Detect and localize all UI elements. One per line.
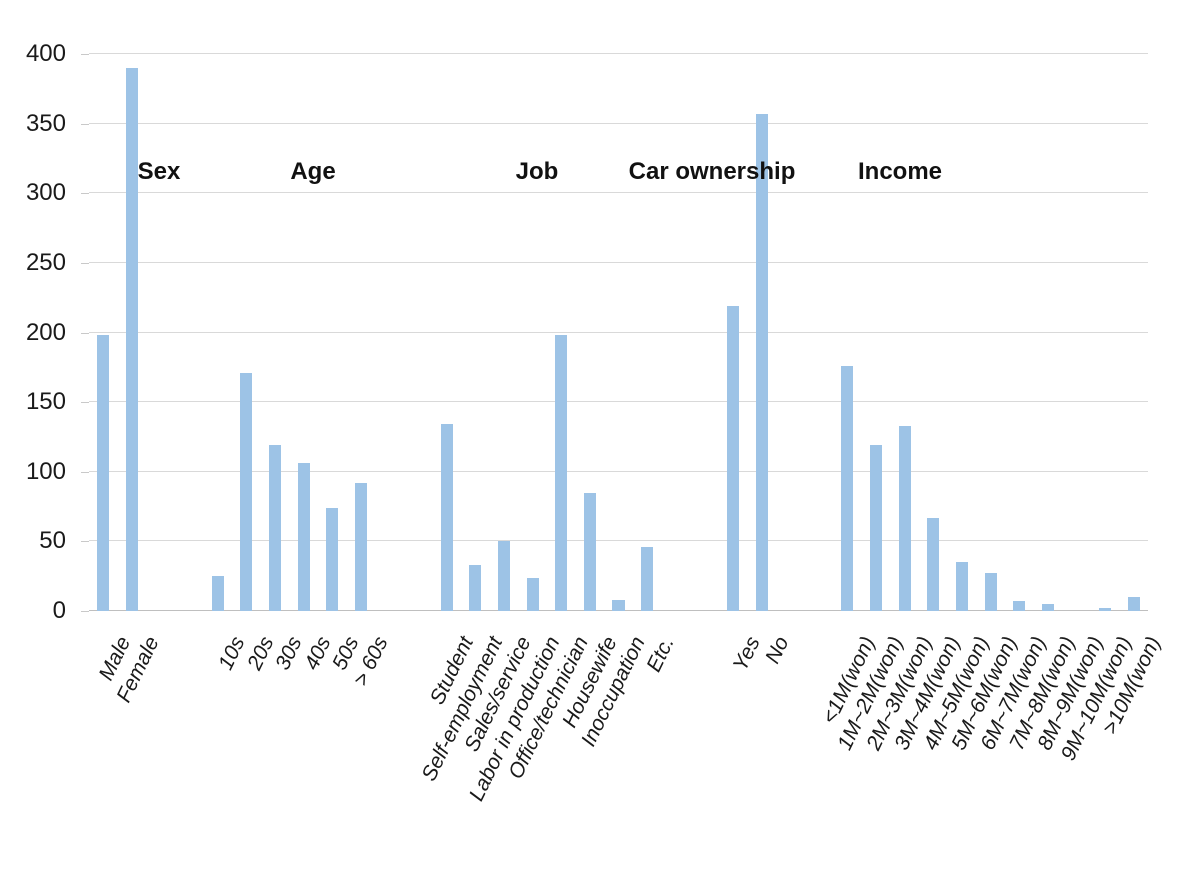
- bar-10s: [211, 576, 224, 611]
- bar-no: [755, 113, 768, 611]
- bar-etc-: [641, 546, 654, 611]
- bar-office-technician: [555, 335, 568, 611]
- bar-6m-7m-won-: [1013, 601, 1026, 611]
- y-axis-tick-label: 100: [25, 457, 66, 485]
- gridline-350: [89, 122, 1148, 124]
- y-axis-tick-mark: [81, 402, 89, 404]
- y-axis-tick-mark: [81, 611, 89, 612]
- bar-housewife: [583, 492, 596, 611]
- y-axis-tick-mark: [81, 541, 89, 543]
- x-axis-label: 10s: [213, 633, 250, 674]
- y-axis-tick-label: 150: [25, 388, 66, 416]
- x-axis-label: 30s: [271, 633, 307, 674]
- bar--10m-won-: [1127, 597, 1140, 611]
- bar-7m-8m-won-: [1041, 604, 1054, 611]
- bar-self-employment: [469, 565, 482, 611]
- x-axis-label: 20s: [242, 633, 279, 674]
- x-axis-label: Etc.: [642, 633, 679, 676]
- bar-50s: [326, 507, 339, 611]
- y-axis-tick-mark: [81, 471, 89, 473]
- bar-4m-5m-won-: [955, 562, 968, 611]
- y-axis-tick-mark: [81, 332, 89, 334]
- bar-5m-6m-won-: [984, 573, 997, 611]
- bar-2m-3m-won-: [898, 425, 911, 611]
- bar-3m-4m-won-: [927, 517, 940, 611]
- bar-40s: [297, 463, 310, 611]
- plot-area: [89, 53, 1148, 611]
- y-axis-tick-label: 250: [25, 248, 66, 276]
- bar-yes: [726, 306, 739, 611]
- bar-inoccupation: [612, 599, 625, 611]
- bar--60s: [354, 482, 367, 611]
- x-axis-label: 40s: [299, 633, 336, 674]
- gridline-50: [89, 540, 1148, 542]
- y-axis-tick-mark: [81, 193, 89, 195]
- y-axis-tick-label: 200: [25, 318, 66, 346]
- bar--1m-won-: [841, 365, 854, 611]
- y-axis-tick-label: 0: [52, 597, 66, 624]
- y-axis-tick-label: 300: [25, 179, 66, 207]
- gridline-200: [89, 331, 1148, 333]
- y-axis-tick-mark: [81, 123, 89, 125]
- gridline-300: [89, 192, 1148, 194]
- y-axis-tick-label: 350: [25, 109, 66, 137]
- x-axis-label: Yes: [728, 633, 765, 675]
- bar-sales-service: [498, 541, 511, 611]
- y-axis: 0 50 100 150 200 250 300 350 400: [0, 0, 89, 879]
- bar-female: [125, 67, 138, 611]
- y-axis-tick-mark: [81, 262, 89, 264]
- bar-9m-10m-won-: [1099, 608, 1112, 611]
- y-axis-tick-mark: [81, 54, 89, 55]
- x-axis-label: No: [760, 633, 794, 668]
- bar-male: [97, 335, 110, 611]
- bar-1m-2m-won-: [870, 445, 883, 611]
- bar-20s: [240, 372, 253, 611]
- x-axis-labels: Male Female 10s 20s 30s 40s 50s > 60s Student Sel…: [0, 633, 1189, 879]
- bar-labor-in-production: [526, 577, 539, 611]
- gridline-400: [89, 53, 1148, 54]
- bar-30s: [269, 445, 282, 611]
- y-axis-tick-label: 400: [25, 40, 66, 67]
- y-axis-tick-label: 50: [39, 527, 66, 555]
- gridline-250: [89, 261, 1148, 263]
- bar-student: [440, 424, 453, 611]
- gridline-100: [89, 470, 1148, 472]
- gridline-150: [89, 401, 1148, 403]
